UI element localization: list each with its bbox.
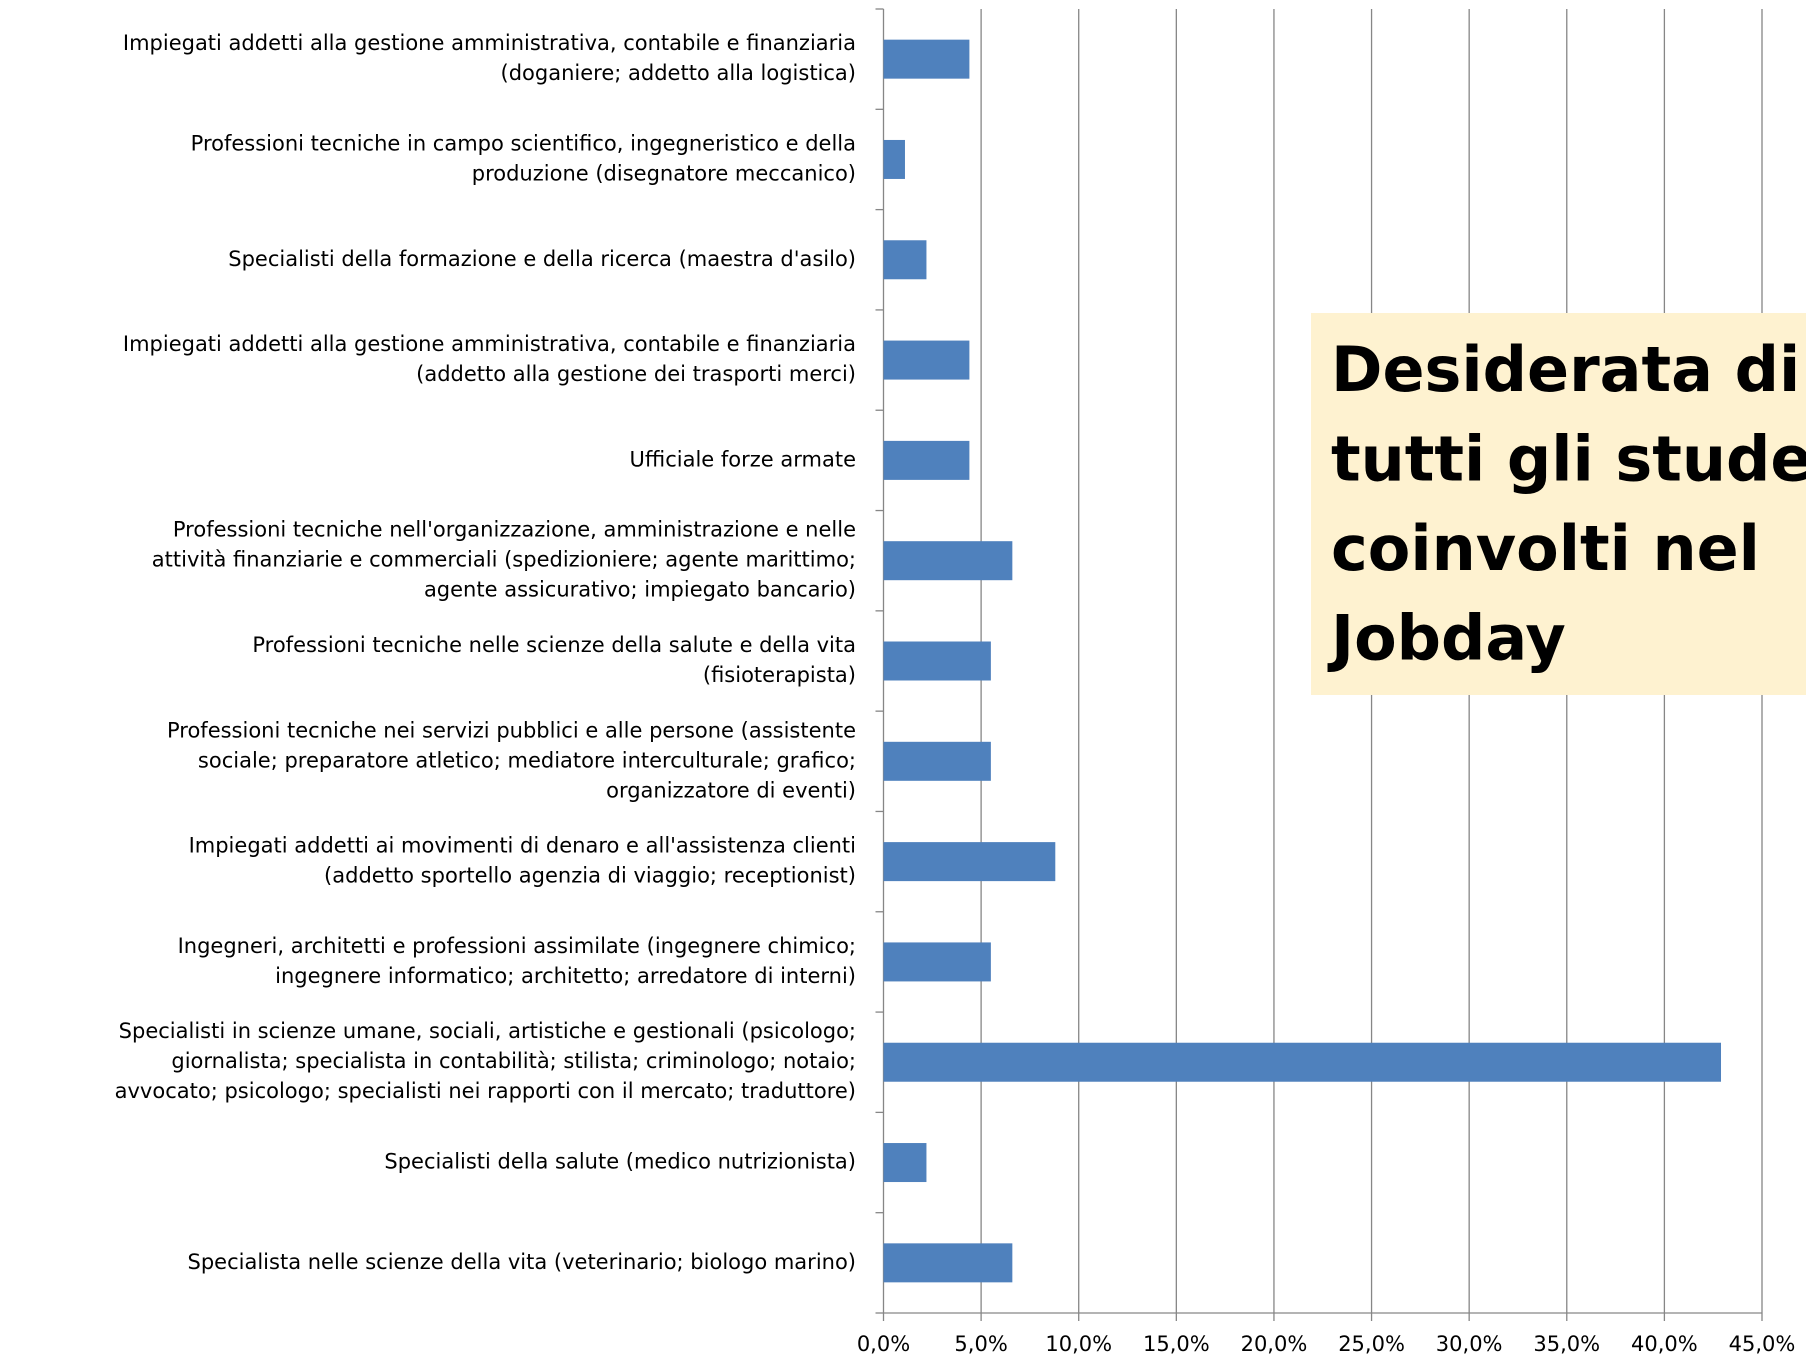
y-tick-label: Professioni tecniche nei servizi pubblic… [167, 718, 856, 742]
bar [883, 340, 970, 380]
x-tick-label: 25,0% [1338, 1332, 1405, 1356]
y-tick-label: Ingegneri, architetti e professioni assi… [178, 934, 856, 958]
y-tick-label: giornalista; specialista in contabilità;… [171, 1049, 856, 1073]
x-tick-label: 20,0% [1241, 1332, 1308, 1356]
bar [883, 541, 1013, 581]
bar [883, 1042, 1722, 1082]
y-tick-label: Impiegati addetti ai movimenti di denaro… [189, 834, 856, 858]
chart-title: Desiderata di [1331, 333, 1800, 406]
bar [883, 842, 1056, 882]
y-tick-label: sociale; preparatore atletico; mediatore… [198, 748, 856, 772]
bar [883, 942, 991, 982]
x-tick-label: 0,0% [857, 1332, 910, 1356]
bar [883, 1243, 1013, 1283]
bar [883, 741, 991, 781]
y-tick-label: attività finanziarie e commerciali (sped… [152, 548, 856, 572]
x-tick-label: 40,0% [1631, 1332, 1698, 1356]
y-tick-label: Specialisti della salute (medico nutrizi… [384, 1150, 856, 1174]
y-tick-label: ingegnere informatico; architetto; arred… [275, 964, 856, 988]
y-tick-label: Professioni tecniche nelle scienze della… [252, 633, 856, 657]
bar [883, 240, 927, 280]
chart-title: tutti gli studenti [1331, 423, 1806, 496]
y-tick-label: (doganiere; addetto alla logistica) [501, 61, 856, 85]
y-tick-label: Specialisti della formazione e della ric… [228, 247, 856, 271]
x-tick-label: 10,0% [1045, 1332, 1112, 1356]
chart-title: Jobday [1327, 602, 1566, 675]
x-tick-label: 15,0% [1143, 1332, 1210, 1356]
y-tick-label: produzione (disegnatore meccanico) [472, 161, 856, 185]
y-tick-label: avvocato; psicologo; specialisti nei rap… [115, 1079, 856, 1103]
bar [883, 39, 970, 79]
y-tick-label: (addetto alla gestione dei trasporti mer… [416, 362, 856, 386]
x-tick-label: 5,0% [954, 1332, 1007, 1356]
y-tick-label: (fisioterapista) [703, 663, 856, 687]
y-tick-label: (addetto sportello agenzia di viaggio; r… [324, 864, 856, 888]
chart-title: coinvolti nel [1331, 512, 1760, 585]
y-tick-label: agente assicurativo; impiegato bancario) [424, 578, 856, 602]
y-tick-label: Impiegati addetti alla gestione amminist… [123, 31, 856, 55]
y-tick-label: Professioni tecniche in campo scientific… [191, 131, 856, 155]
y-tick-label: Specialista nelle scienze della vita (ve… [188, 1250, 856, 1274]
bar [883, 1143, 927, 1183]
bar [883, 641, 991, 681]
x-tick-label: 30,0% [1436, 1332, 1503, 1356]
x-tick-label: 45,0% [1729, 1332, 1796, 1356]
y-tick-label: Specialisti in scienze umane, sociali, a… [119, 1019, 856, 1043]
y-tick-label: organizzatore di eventi) [606, 778, 856, 802]
bar [883, 440, 970, 480]
bar [883, 139, 905, 179]
y-tick-label: Impiegati addetti alla gestione amminist… [123, 332, 856, 356]
title-box [1311, 313, 1806, 695]
y-tick-label: Ufficiale forze armate [630, 447, 856, 471]
y-tick-label: Professioni tecniche nell'organizzazione… [173, 518, 856, 542]
x-tick-label: 35,0% [1533, 1332, 1600, 1356]
